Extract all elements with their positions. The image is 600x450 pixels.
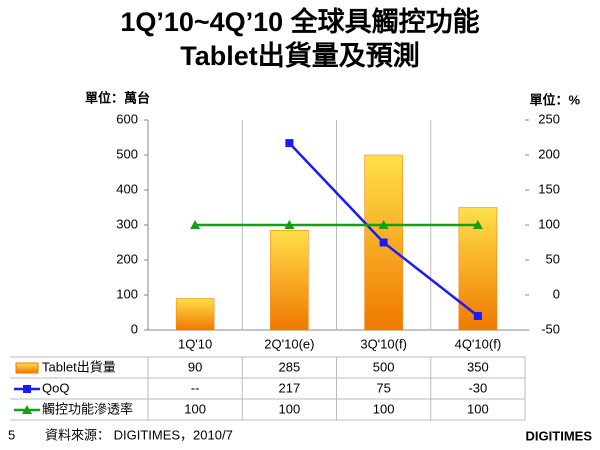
marker <box>473 312 482 320</box>
table-cell: 100 <box>467 401 489 416</box>
table-cell: 500 <box>373 359 395 374</box>
y2-tick-label: 200 <box>538 146 560 161</box>
y2-unit: 單位：% <box>529 92 580 107</box>
marker <box>284 220 295 229</box>
y2-tick-label: 50 <box>546 251 560 266</box>
table-cell: 90 <box>188 359 202 374</box>
legend-icon <box>15 362 39 374</box>
y-tick-label: 400 <box>116 181 138 196</box>
y-tick-label: 100 <box>116 286 138 301</box>
table-cell: 285 <box>279 359 301 374</box>
y-tick-label: 0 <box>131 321 138 336</box>
table-cell: -- <box>191 380 200 395</box>
y-tick-label: 300 <box>116 216 138 231</box>
table-cell: 350 <box>467 359 489 374</box>
bar <box>270 230 309 331</box>
legend-label: 觸控功能滲透率 <box>42 401 133 416</box>
legend-icon <box>22 405 32 414</box>
page-number: 5 <box>8 427 15 442</box>
y2-tick-label: -50 <box>541 321 560 336</box>
x-tick-label: 2Q'10(e) <box>264 336 314 351</box>
y2-tick-label: 250 <box>538 111 560 126</box>
marker <box>190 220 201 229</box>
chart-title: 1Q’10~4Q’10 全球具觸控功能 <box>120 6 479 37</box>
legend-label: Tablet出貨量 <box>42 359 116 374</box>
source: 資料來源： DIGITIMES，2010/7 <box>45 427 233 442</box>
y2-tick-label: 150 <box>538 181 560 196</box>
legend-icon <box>23 385 31 393</box>
y-tick-label: 600 <box>116 111 138 126</box>
x-tick-label: 1Q'10 <box>178 336 212 351</box>
x-tick-label: 4Q'10(f) <box>455 336 502 351</box>
y-tick-label: 200 <box>116 251 138 266</box>
table-cell: 100 <box>279 401 301 416</box>
marker <box>379 238 388 247</box>
y-tick-label: 500 <box>116 146 138 161</box>
legend-label: QoQ <box>42 380 69 395</box>
chart-subtitle: Tablet出貨量及預測 <box>180 40 420 71</box>
table-cell: 100 <box>184 401 206 416</box>
table-cell: -30 <box>468 380 487 395</box>
marker <box>378 220 389 229</box>
y-unit: 單位：萬台 <box>85 90 150 105</box>
marker <box>472 220 483 229</box>
y2-tick-label: 100 <box>538 216 560 231</box>
logo: DIGITIMES <box>526 428 593 443</box>
marker <box>285 139 294 148</box>
table-cell: 100 <box>373 401 395 416</box>
table-cell: 75 <box>376 380 390 395</box>
bar <box>175 298 215 331</box>
table-cell: 217 <box>279 380 301 395</box>
y2-tick-label: 0 <box>553 286 560 301</box>
x-tick-label: 3Q'10(f) <box>360 336 407 351</box>
